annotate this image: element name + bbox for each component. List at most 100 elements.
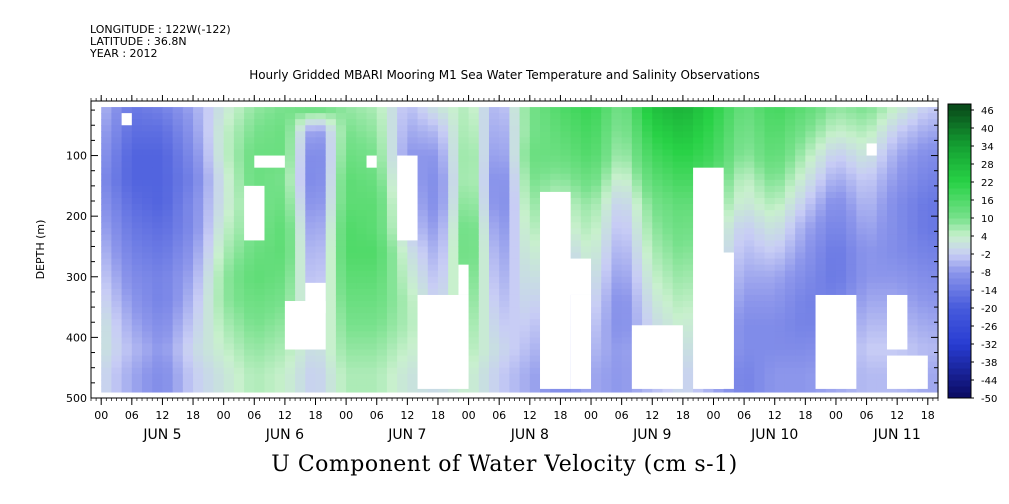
heatmap-cell <box>744 252 755 260</box>
heatmap-cell <box>162 240 174 248</box>
heatmap-cell <box>611 228 623 235</box>
heatmap-cell <box>121 240 133 248</box>
heatmap-cell <box>805 107 817 114</box>
heatmap-cell <box>488 349 500 357</box>
heatmap-cell <box>529 349 541 357</box>
heatmap-cell <box>519 222 531 229</box>
heatmap-cell <box>591 155 602 163</box>
heatmap-cell <box>886 137 898 145</box>
heatmap-cell <box>437 264 449 272</box>
heatmap-cell <box>499 119 510 126</box>
heatmap-cell <box>193 191 204 199</box>
heatmap-cell <box>876 125 888 132</box>
heatmap-cell <box>835 234 847 242</box>
heatmap-cell <box>591 204 602 211</box>
heatmap-cell <box>682 276 694 284</box>
heatmap-cell <box>835 179 847 187</box>
heatmap-cell <box>652 107 664 114</box>
heatmap-cell <box>703 137 715 145</box>
heatmap-cell <box>346 307 357 314</box>
heatmap-cell <box>356 355 368 363</box>
heatmap-cell <box>907 137 919 145</box>
heatmap-cell <box>886 107 898 114</box>
heatmap-cell <box>764 301 776 308</box>
heatmap-cell <box>856 307 868 314</box>
heatmap-cell <box>142 131 153 138</box>
heatmap-cell <box>529 137 541 145</box>
heatmap-cell <box>284 149 296 157</box>
heatmap-cell <box>182 288 194 296</box>
heatmap-cell <box>397 107 408 114</box>
heatmap-cell <box>713 131 725 138</box>
heatmap-cell <box>764 349 776 357</box>
heatmap-cell <box>907 313 919 320</box>
heatmap-cell <box>825 167 837 175</box>
heatmap-cell <box>305 252 317 260</box>
heatmap-cell <box>805 331 817 338</box>
heatmap-cell <box>182 137 194 145</box>
heatmap-cell <box>825 282 837 290</box>
heatmap-cell <box>284 234 296 242</box>
heatmap-cell <box>723 119 735 126</box>
missing-data-region <box>121 113 132 126</box>
heatmap-cell <box>315 367 327 375</box>
heatmap-cell <box>284 373 296 381</box>
heatmap-cell <box>284 113 296 120</box>
heatmap-cell <box>356 107 368 114</box>
heatmap-cell <box>346 367 357 375</box>
heatmap-cell <box>621 107 633 114</box>
heatmap-cell <box>499 197 510 205</box>
heatmap-cell <box>815 119 827 126</box>
heatmap-cell <box>162 185 174 193</box>
heatmap-cell <box>346 119 357 126</box>
heatmap-cell <box>386 197 398 205</box>
heatmap-cell <box>805 337 817 345</box>
heatmap-cell <box>754 373 766 381</box>
heatmap-cell <box>642 137 653 145</box>
heatmap-cell <box>723 167 735 175</box>
heatmap-cell <box>121 367 133 375</box>
heatmap-cell <box>795 125 806 132</box>
heatmap-cell <box>478 331 490 338</box>
heatmap-cell <box>784 361 796 369</box>
heatmap-cell <box>886 173 898 181</box>
heatmap-cell <box>193 173 204 181</box>
heatmap-cell <box>591 282 602 290</box>
heatmap-cell <box>233 325 245 332</box>
heatmap-cell <box>356 197 368 205</box>
heatmap-cell <box>897 258 908 266</box>
heatmap-cell <box>233 331 245 338</box>
heatmap-cell <box>111 379 123 387</box>
heatmap-cell <box>784 282 796 290</box>
heatmap-cell <box>488 143 500 151</box>
heatmap-cell <box>866 228 878 235</box>
heatmap-cell <box>335 276 347 284</box>
heatmap-cell <box>233 246 245 254</box>
heatmap-cell <box>744 167 755 175</box>
heatmap-cell <box>652 288 664 296</box>
heatmap-cell <box>305 197 317 205</box>
heatmap-cell <box>733 264 745 272</box>
heatmap-cell <box>264 234 276 242</box>
heatmap-cell <box>764 216 776 223</box>
heatmap-cell <box>672 307 684 314</box>
heatmap-cell <box>682 167 694 175</box>
heatmap-cell <box>876 167 888 175</box>
heatmap-cell <box>519 301 531 308</box>
heatmap-cell <box>662 288 674 296</box>
heatmap-cell <box>897 276 908 284</box>
heatmap-cell <box>886 216 898 223</box>
heatmap-cell <box>733 228 745 235</box>
heatmap-cell <box>468 113 480 120</box>
heatmap-cell <box>101 167 112 175</box>
heatmap-cell <box>846 228 857 235</box>
heatmap-cell <box>764 161 776 169</box>
heatmap-cell <box>335 264 347 272</box>
heatmap-cell <box>142 204 153 211</box>
heatmap-cell <box>335 270 347 278</box>
heatmap-cell <box>927 204 939 211</box>
heatmap-cell <box>774 155 786 163</box>
heatmap-cell <box>519 319 531 326</box>
heatmap-cell <box>213 155 225 163</box>
heatmap-cell <box>325 185 337 193</box>
